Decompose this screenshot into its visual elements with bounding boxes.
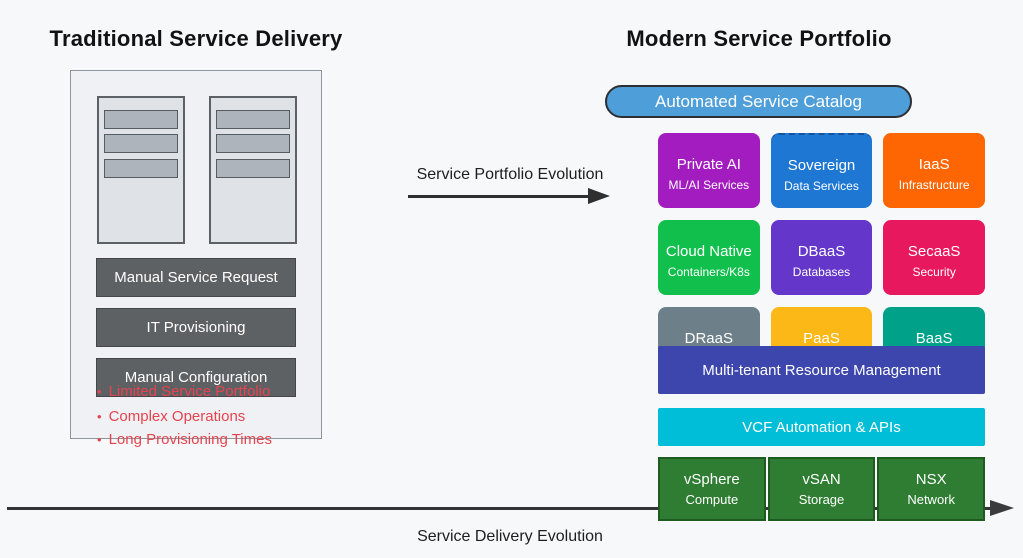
service-card-iaas: IaaS Infrastructure (883, 133, 985, 208)
foundation-label: vSphere (683, 471, 740, 488)
pain-point-complex-operations: • Complex Operations (97, 408, 327, 425)
foundation-sublabel: Compute (685, 492, 739, 507)
card-label: PaaS (803, 329, 840, 347)
card-label: DRaaS (684, 329, 733, 347)
service-card-private-ai: Private AI ML/AI Services (658, 133, 760, 208)
process-box-manual-service-request: Manual Service Request (96, 258, 296, 297)
foundation-box-vsphere: vSphere Compute (658, 457, 766, 521)
service-card-dbaas: DBaaS Databases (770, 220, 873, 295)
rack-slot-icon (216, 110, 290, 129)
pain-point-label: Complex Operations (108, 408, 246, 425)
arrowhead-right-icon (588, 188, 610, 204)
foundation-box-nsx: NSX Network (877, 457, 986, 521)
foundation-sublabel: Network (907, 492, 956, 507)
pain-point-long-provisioning: • Long Provisioning Times (97, 431, 327, 448)
server-rack-icon (209, 96, 297, 244)
portfolio-evolution-label: Service Portfolio Evolution (416, 166, 604, 183)
rack-slot-icon (104, 134, 178, 153)
card-label: IaaS (918, 155, 950, 173)
foundation-box-vsan: vSAN Storage (767, 457, 876, 521)
card-label: BaaS (915, 329, 953, 347)
foundation-sublabel: Storage (798, 492, 845, 507)
delivery-evolution-label: Service Delivery Evolution (417, 528, 603, 545)
rack-slot-icon (104, 159, 178, 178)
server-rack-icon (97, 96, 185, 244)
pain-point-limited-portfolio: • Limited Service Portfolio (97, 383, 327, 400)
service-card-sovereign: Sovereign Data Services (770, 133, 873, 208)
card-sublabel: Infrastructure (898, 177, 970, 192)
bullet-icon: • (97, 384, 102, 399)
modern-title: Modern Service Portfolio (626, 26, 892, 51)
card-label: DBaaS (797, 242, 846, 260)
bullet-icon: • (97, 432, 102, 447)
bullet-icon: • (97, 409, 102, 424)
service-card-cloud-native: Cloud Native Containers/K8s (658, 220, 760, 295)
arrow-right-icon (408, 195, 591, 198)
process-box-manual-configuration: Manual Configuration (96, 358, 296, 397)
pain-point-label: Limited Service Portfolio (108, 383, 271, 400)
card-label: Cloud Native (665, 242, 752, 260)
timeline-axis-line (7, 507, 992, 510)
card-sublabel: Security (912, 264, 956, 279)
card-sublabel: ML/AI Services (668, 177, 750, 192)
service-card-secaas: SecaaS Security (883, 220, 985, 295)
rack-slot-icon (216, 134, 290, 153)
foundation-label: vSAN (802, 471, 841, 488)
card-sublabel: Data Services (784, 178, 859, 193)
card-label: Private AI (676, 155, 741, 173)
rack-slot-icon (216, 159, 290, 178)
automated-service-catalog-pill: Automated Service Catalog (605, 85, 912, 118)
arrowhead-right-icon (990, 500, 1014, 516)
vcf-automation-bar: VCF Automation & APIs (658, 408, 985, 446)
foundation-label: NSX (915, 471, 947, 488)
traditional-title: Traditional Service Delivery (49, 26, 343, 51)
process-box-it-provisioning: IT Provisioning (96, 308, 296, 347)
card-sublabel: Databases (792, 264, 851, 279)
card-label: SecaaS (907, 242, 961, 260)
service-cards-grid: Private AI ML/AI Services Sovereign Data… (658, 133, 985, 382)
pain-point-label: Long Provisioning Times (108, 431, 272, 448)
rack-slot-icon (104, 110, 178, 129)
foundation-row: vSphere Compute vSAN Storage NSX Network (658, 457, 986, 521)
card-label: Sovereign (787, 156, 856, 174)
multi-tenant-management-bar: Multi-tenant Resource Management (658, 346, 985, 394)
card-sublabel: Containers/K8s (667, 264, 750, 279)
